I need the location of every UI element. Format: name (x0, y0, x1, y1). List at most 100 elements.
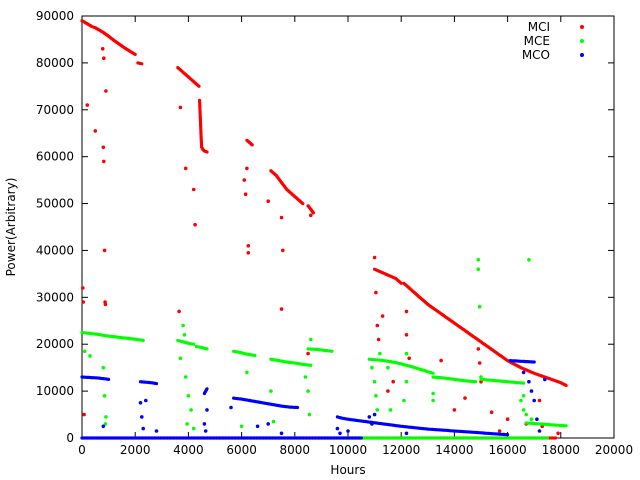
data-point (102, 159, 106, 164)
data-point (378, 351, 382, 356)
x-tick-label: 2000 (120, 443, 151, 457)
data-point (527, 258, 531, 262)
x-tick-label: 10000 (329, 443, 367, 457)
data-point (183, 166, 188, 171)
data-point (391, 379, 396, 384)
data-point (386, 389, 390, 393)
data-point (311, 211, 315, 215)
data-point (183, 375, 188, 379)
data-point (463, 396, 467, 400)
data-point (269, 389, 273, 393)
data-point (359, 436, 363, 440)
data-point (506, 433, 510, 437)
data-point (192, 342, 196, 346)
legend-label-mco: MCO (522, 48, 550, 62)
data-point (402, 398, 406, 403)
data-point (239, 424, 244, 429)
data-point (205, 387, 209, 391)
x-tick-label: 4000 (173, 443, 204, 457)
data-point (370, 422, 374, 426)
data-points (80, 19, 568, 440)
data-point (88, 354, 92, 358)
data-point (537, 398, 542, 403)
legend-label-mci: MCI (528, 20, 550, 34)
data-point (103, 422, 108, 426)
data-point (102, 248, 107, 253)
data-point (497, 429, 502, 433)
y-tick-label: 10000 (36, 384, 74, 398)
data-point (266, 199, 271, 203)
data-point (404, 351, 409, 356)
data-point (185, 422, 189, 426)
data-point (564, 383, 568, 388)
x-axis-label: Hours (330, 463, 365, 477)
data-point (309, 213, 313, 218)
data-point (537, 429, 542, 433)
data-point (205, 347, 209, 351)
data-point (246, 244, 251, 248)
data-point (245, 166, 249, 171)
data-point (279, 431, 284, 436)
data-point (521, 408, 526, 412)
data-point (431, 391, 435, 396)
legend-marker-mce (580, 39, 584, 43)
data-point (193, 222, 197, 227)
x-tick-label: 0 (78, 443, 86, 457)
y-tick-label: 30000 (36, 290, 74, 304)
data-point (82, 349, 87, 354)
data-point (189, 408, 193, 412)
data-point (532, 360, 536, 364)
data-point (404, 333, 409, 337)
data-point (399, 281, 403, 285)
data-point (229, 405, 233, 410)
data-point (301, 202, 305, 206)
data-point (376, 337, 381, 342)
series-mco (80, 359, 547, 440)
y-tick-label: 90000 (36, 9, 74, 23)
data-point (306, 351, 310, 356)
data-point (370, 365, 374, 370)
y-tick-label: 70000 (36, 103, 74, 117)
data-point (374, 394, 378, 398)
data-point (489, 410, 494, 415)
data-point (197, 84, 201, 88)
data-point (372, 379, 377, 384)
data-point (477, 304, 482, 309)
data-point (82, 412, 86, 417)
data-point (553, 436, 558, 440)
y-tick-label: 0 (66, 431, 74, 445)
data-point (372, 255, 377, 260)
data-point (279, 215, 284, 220)
data-point (431, 398, 435, 403)
data-point (529, 389, 534, 393)
data-point (521, 370, 526, 375)
data-point (144, 398, 148, 403)
data-point (505, 417, 510, 422)
legend-marker-mco (580, 53, 584, 57)
y-axis: 0 10000 20000 30000 40000 50000 60000 70000 8000… (36, 9, 614, 445)
data-point (521, 394, 526, 398)
data-point (295, 405, 300, 410)
data-point (474, 380, 478, 384)
data-point (154, 429, 159, 433)
data-point (93, 129, 98, 133)
data-point (346, 429, 350, 433)
series-mci (80, 19, 568, 440)
data-point (182, 333, 187, 337)
data-point (102, 56, 106, 60)
data-point (452, 408, 457, 412)
data-point (519, 398, 523, 403)
data-point (101, 145, 106, 150)
data-point (107, 377, 111, 381)
data-point (306, 389, 310, 393)
data-point (250, 143, 254, 147)
data-point (535, 417, 539, 422)
data-point (253, 353, 257, 358)
data-point (545, 436, 550, 440)
data-point (243, 192, 248, 196)
x-tick-label: 8000 (280, 443, 311, 457)
data-point (335, 426, 340, 431)
data-point (532, 398, 536, 403)
